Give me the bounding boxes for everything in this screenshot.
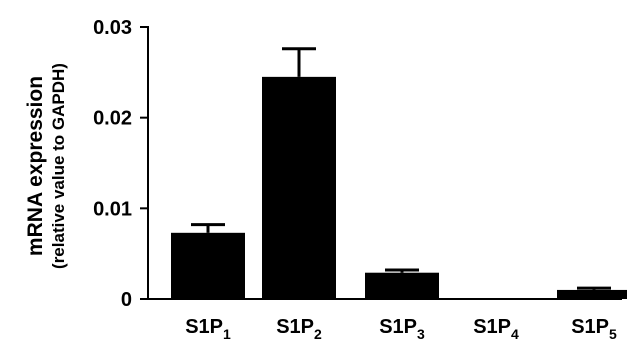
bar-s1p1 [171, 232, 245, 299]
bar-s1p2 [262, 76, 336, 299]
bar-s1p5 [557, 289, 627, 299]
x-tick-label: S1P5 [571, 316, 617, 342]
x-tick-label-base: S1P [379, 316, 417, 338]
x-tick-label-subscript: 5 [609, 326, 617, 342]
x-tick-label: S1P1 [185, 316, 231, 342]
y-axis-title: mRNA expression [24, 76, 47, 256]
x-tick-label-base: S1P [276, 316, 314, 338]
y-tick-label: 0.01 [93, 198, 132, 220]
x-tick-label-subscript: 4 [511, 326, 519, 342]
x-tick-label: S1P3 [379, 316, 425, 342]
x-tick-label: S1P2 [276, 316, 322, 342]
x-tick-label: S1P4 [473, 316, 519, 342]
x-tick-label-subscript: 3 [417, 326, 425, 342]
bar-s1p3 [365, 272, 439, 299]
x-tick-label-subscript: 1 [223, 326, 231, 342]
x-tick-label-base: S1P [473, 316, 511, 338]
y-axis-subtitle: (relative value to GAPDH) [49, 63, 68, 269]
x-tick-label-base: S1P [185, 316, 223, 338]
y-tick-label: 0.02 [93, 108, 132, 130]
x-tick-label-base: S1P [571, 316, 609, 338]
y-tick-label: 0.03 [93, 17, 132, 39]
bar-s1p4 [459, 298, 533, 300]
x-tick-label-subscript: 2 [314, 326, 322, 342]
y-tick-label: 0 [121, 289, 132, 311]
